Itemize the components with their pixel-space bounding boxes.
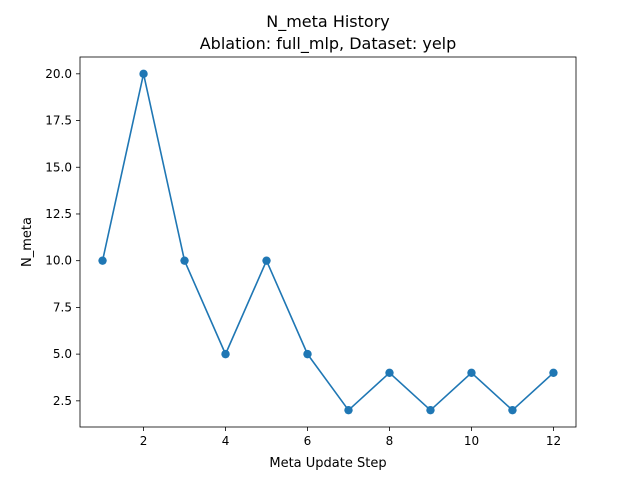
data-point (262, 256, 271, 265)
x-tick-label: 10 (464, 434, 479, 448)
plot-area: 2 4 6 8 10 12 2.5 5.0 7.5 10.0 12.5 15.0 17.5 20.0 (45, 67, 561, 448)
data-point (139, 69, 148, 79)
data-point (508, 405, 517, 415)
y-axis-label: N_meta (20, 217, 35, 267)
data-point (98, 256, 107, 265)
y-tick-label: 2.5 (53, 394, 72, 408)
series-line (101, 73, 554, 411)
y-tick-label: 5.0 (53, 347, 72, 361)
y-tick-label: 15.0 (45, 160, 72, 174)
chart-title: N_meta History (266, 12, 389, 32)
y-tick-label: 17.5 (45, 114, 72, 128)
data-point (385, 368, 394, 378)
y-tick-label: 20.0 (45, 67, 72, 81)
data-point (467, 368, 476, 378)
y-tick-label: 10.0 (45, 254, 72, 268)
data-point (344, 405, 353, 415)
data-point (426, 405, 435, 415)
x-tick-label: 4 (222, 434, 230, 448)
chart-subtitle: Ablation: full_mlp, Dataset: yelp (200, 34, 457, 54)
y-tick-label: 12.5 (45, 207, 72, 221)
data-point (180, 256, 189, 265)
axes-frame (79, 56, 577, 428)
y-tick-label: 7.5 (53, 300, 72, 314)
x-tick-label: 6 (304, 434, 312, 448)
x-tick-label: 2 (140, 434, 148, 448)
data-point (549, 368, 558, 378)
data-point (303, 349, 312, 359)
x-tick-label: 8 (386, 434, 394, 448)
x-axis-label: Meta Update Step (269, 456, 386, 471)
data-point (221, 349, 230, 359)
x-tick-label: 12 (546, 434, 561, 448)
